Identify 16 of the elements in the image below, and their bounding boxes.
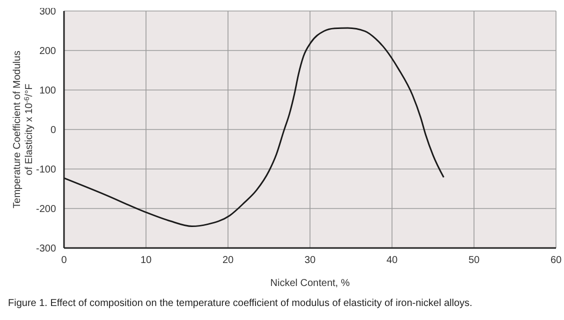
x-tick-label: 50: [468, 255, 480, 266]
x-tick-label: 60: [550, 255, 562, 266]
x-tick-label: 0: [61, 255, 68, 266]
y-tick-label: 0: [50, 125, 56, 136]
y-tick-label: 300: [39, 6, 56, 18]
x-axis-title: Nickel Content, %: [270, 278, 350, 289]
x-tick-label: 20: [222, 255, 234, 266]
y-tick-label: -200: [36, 204, 56, 216]
y-tick-label: 200: [39, 46, 56, 58]
caption: Figure 1. Effect of composition on the temperature coefficient of modulus of elasticity of iron-nickel alloys.: [8, 298, 474, 309]
y-tick-label: -100: [36, 164, 56, 176]
x-tick-label: 30: [304, 255, 316, 266]
y-tick-label: -300: [36, 244, 56, 255]
x-tick-label: 40: [386, 255, 398, 266]
x-tick-label: 10: [140, 255, 152, 266]
y-tick-label: 100: [39, 86, 56, 97]
